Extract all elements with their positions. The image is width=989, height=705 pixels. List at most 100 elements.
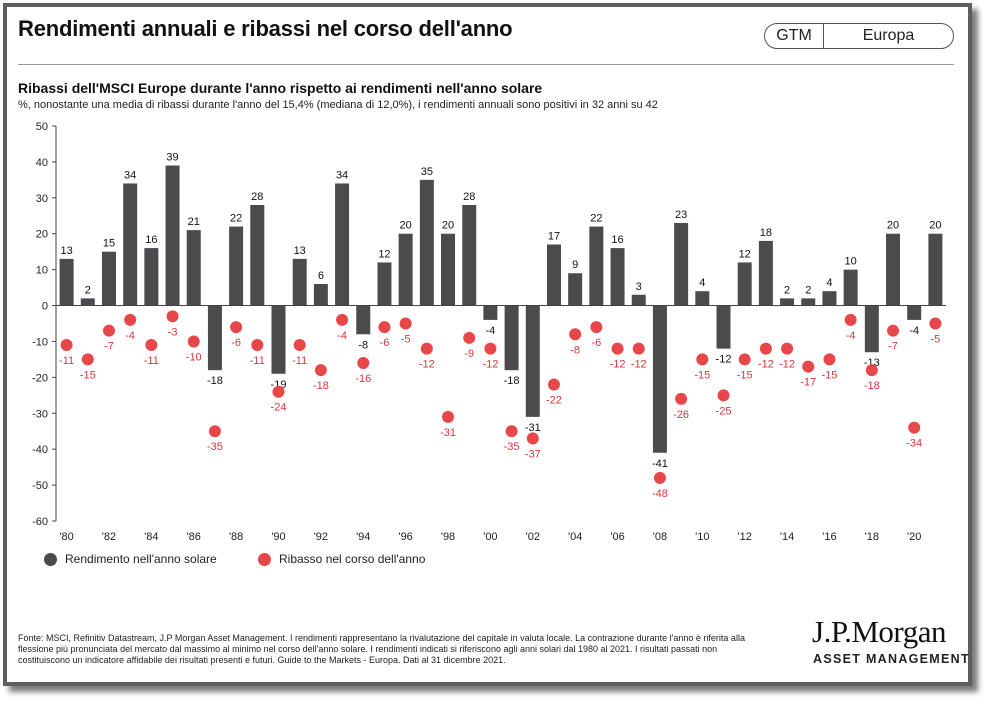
bar [822,291,837,306]
bar-value-label: 16 [611,234,623,246]
bar [801,298,816,306]
bar-value-label: 16 [145,234,157,246]
bar [292,258,307,306]
y-tick-label: -20 [32,372,48,384]
x-tick-label: '82 [102,531,116,543]
bar [377,262,392,306]
drawdown-value-label: -4 [125,330,135,342]
drawdown-value-label: -26 [673,409,689,421]
drawdown-value-label: -9 [464,348,474,360]
bar-value-label: 20 [887,220,899,232]
drawdown-point [463,331,476,344]
bar [864,305,879,353]
x-tick-label: '80 [59,531,73,543]
badge-gtm: GTM [765,24,824,48]
drawdown-point [547,378,560,391]
x-tick-label: '20 [907,531,921,543]
y-tick-label: 10 [36,265,48,277]
drawdown-point [526,432,539,445]
x-tick-label: '94 [356,531,370,543]
drawdown-point [823,353,836,366]
drawdown-value-label: -11 [144,355,159,367]
drawdown-value-label: -17 [800,377,816,389]
drawdown-value-label: -25 [716,405,732,417]
drawdown-point [102,324,115,337]
drawdown-value-label: -10 [186,351,202,363]
drawdown-point [399,317,412,330]
drawdown-value-label: -6 [231,337,241,349]
bar-value-label: 34 [124,169,136,181]
bar-value-label: 34 [336,169,348,181]
legend-item-returns: Rendimento nell'anno solare [44,552,217,566]
bar [928,233,943,306]
drawdown-value-label: -24 [271,402,287,414]
drawdown-point [420,342,433,355]
bar-value-label: -12 [716,354,732,366]
chart-title: Ribassi dell'MSCI Europe durante l'anno … [18,80,543,96]
bar-value-label: -41 [652,458,668,470]
drawdown-point [357,357,370,369]
drawdown-point [696,353,709,366]
bar [313,284,328,306]
bar [886,233,901,306]
drawdown-point [865,364,878,377]
x-tick-label: '12 [738,531,752,543]
drawdown-point [781,342,794,355]
bar [716,305,731,349]
drawdown-point [569,328,582,341]
drawdown-point [187,335,200,348]
drawdown-value-label: -15 [821,369,837,381]
drawdown-point [336,313,349,326]
drawdown-point [908,421,921,434]
drawdown-point [505,425,518,438]
bar-value-label: 4 [826,277,832,289]
y-tick-label: 0 [42,301,48,313]
bar [123,183,138,306]
bar [59,258,74,306]
drawdown-value-label: -16 [355,373,371,385]
bar [80,298,95,306]
x-tick-label: '90 [271,531,285,543]
x-tick-label: '10 [695,531,709,543]
source-note: Fonte: MSCI, Refinitiv Datastream, J.P M… [18,633,745,665]
bar [907,305,922,320]
bar [144,248,159,306]
gtm-badge: GTM Europa [764,23,954,49]
bar [631,294,646,306]
drawdown-value-label: -12 [610,359,626,371]
bar-value-label: 21 [188,216,200,228]
drawdown-point [124,313,137,326]
drawdown-point [717,389,730,402]
bar [610,248,625,306]
y-tick-label: 30 [36,193,48,205]
bar [165,165,180,306]
bar [186,230,201,306]
drawdown-value-label: -37 [525,448,541,460]
bar [568,273,583,306]
bar [504,305,519,371]
bar [398,233,413,306]
bar-value-label: 17 [548,231,560,243]
bar-value-label: -18 [207,375,223,387]
x-tick-label: '16 [822,531,836,543]
bar [652,305,667,453]
drawdown-value-label: -34 [906,438,922,450]
drawdown-value-label: -12 [419,359,435,371]
drawdown-value-label: -12 [482,359,498,371]
bar-value-label: 9 [572,259,578,271]
legend-item-drawdown: Ribasso nel corso dell'anno [258,552,425,566]
x-tick-label: '96 [398,531,412,543]
drawdown-value-label: -18 [864,380,880,392]
bar-value-label: -4 [486,325,496,337]
bar [483,305,498,320]
drawdown-value-label: -12 [758,359,774,371]
bar-value-label: 2 [805,284,811,296]
page-title: Rendimenti annuali e ribassi nel corso d… [18,16,513,41]
bar-value-label: 28 [463,191,475,203]
drawdown-point [887,324,900,337]
drawdown-point [802,360,815,373]
bar [101,251,116,306]
drawdown-value-label: -6 [380,337,390,349]
bar [525,305,540,417]
bar-value-label: 15 [103,238,115,250]
